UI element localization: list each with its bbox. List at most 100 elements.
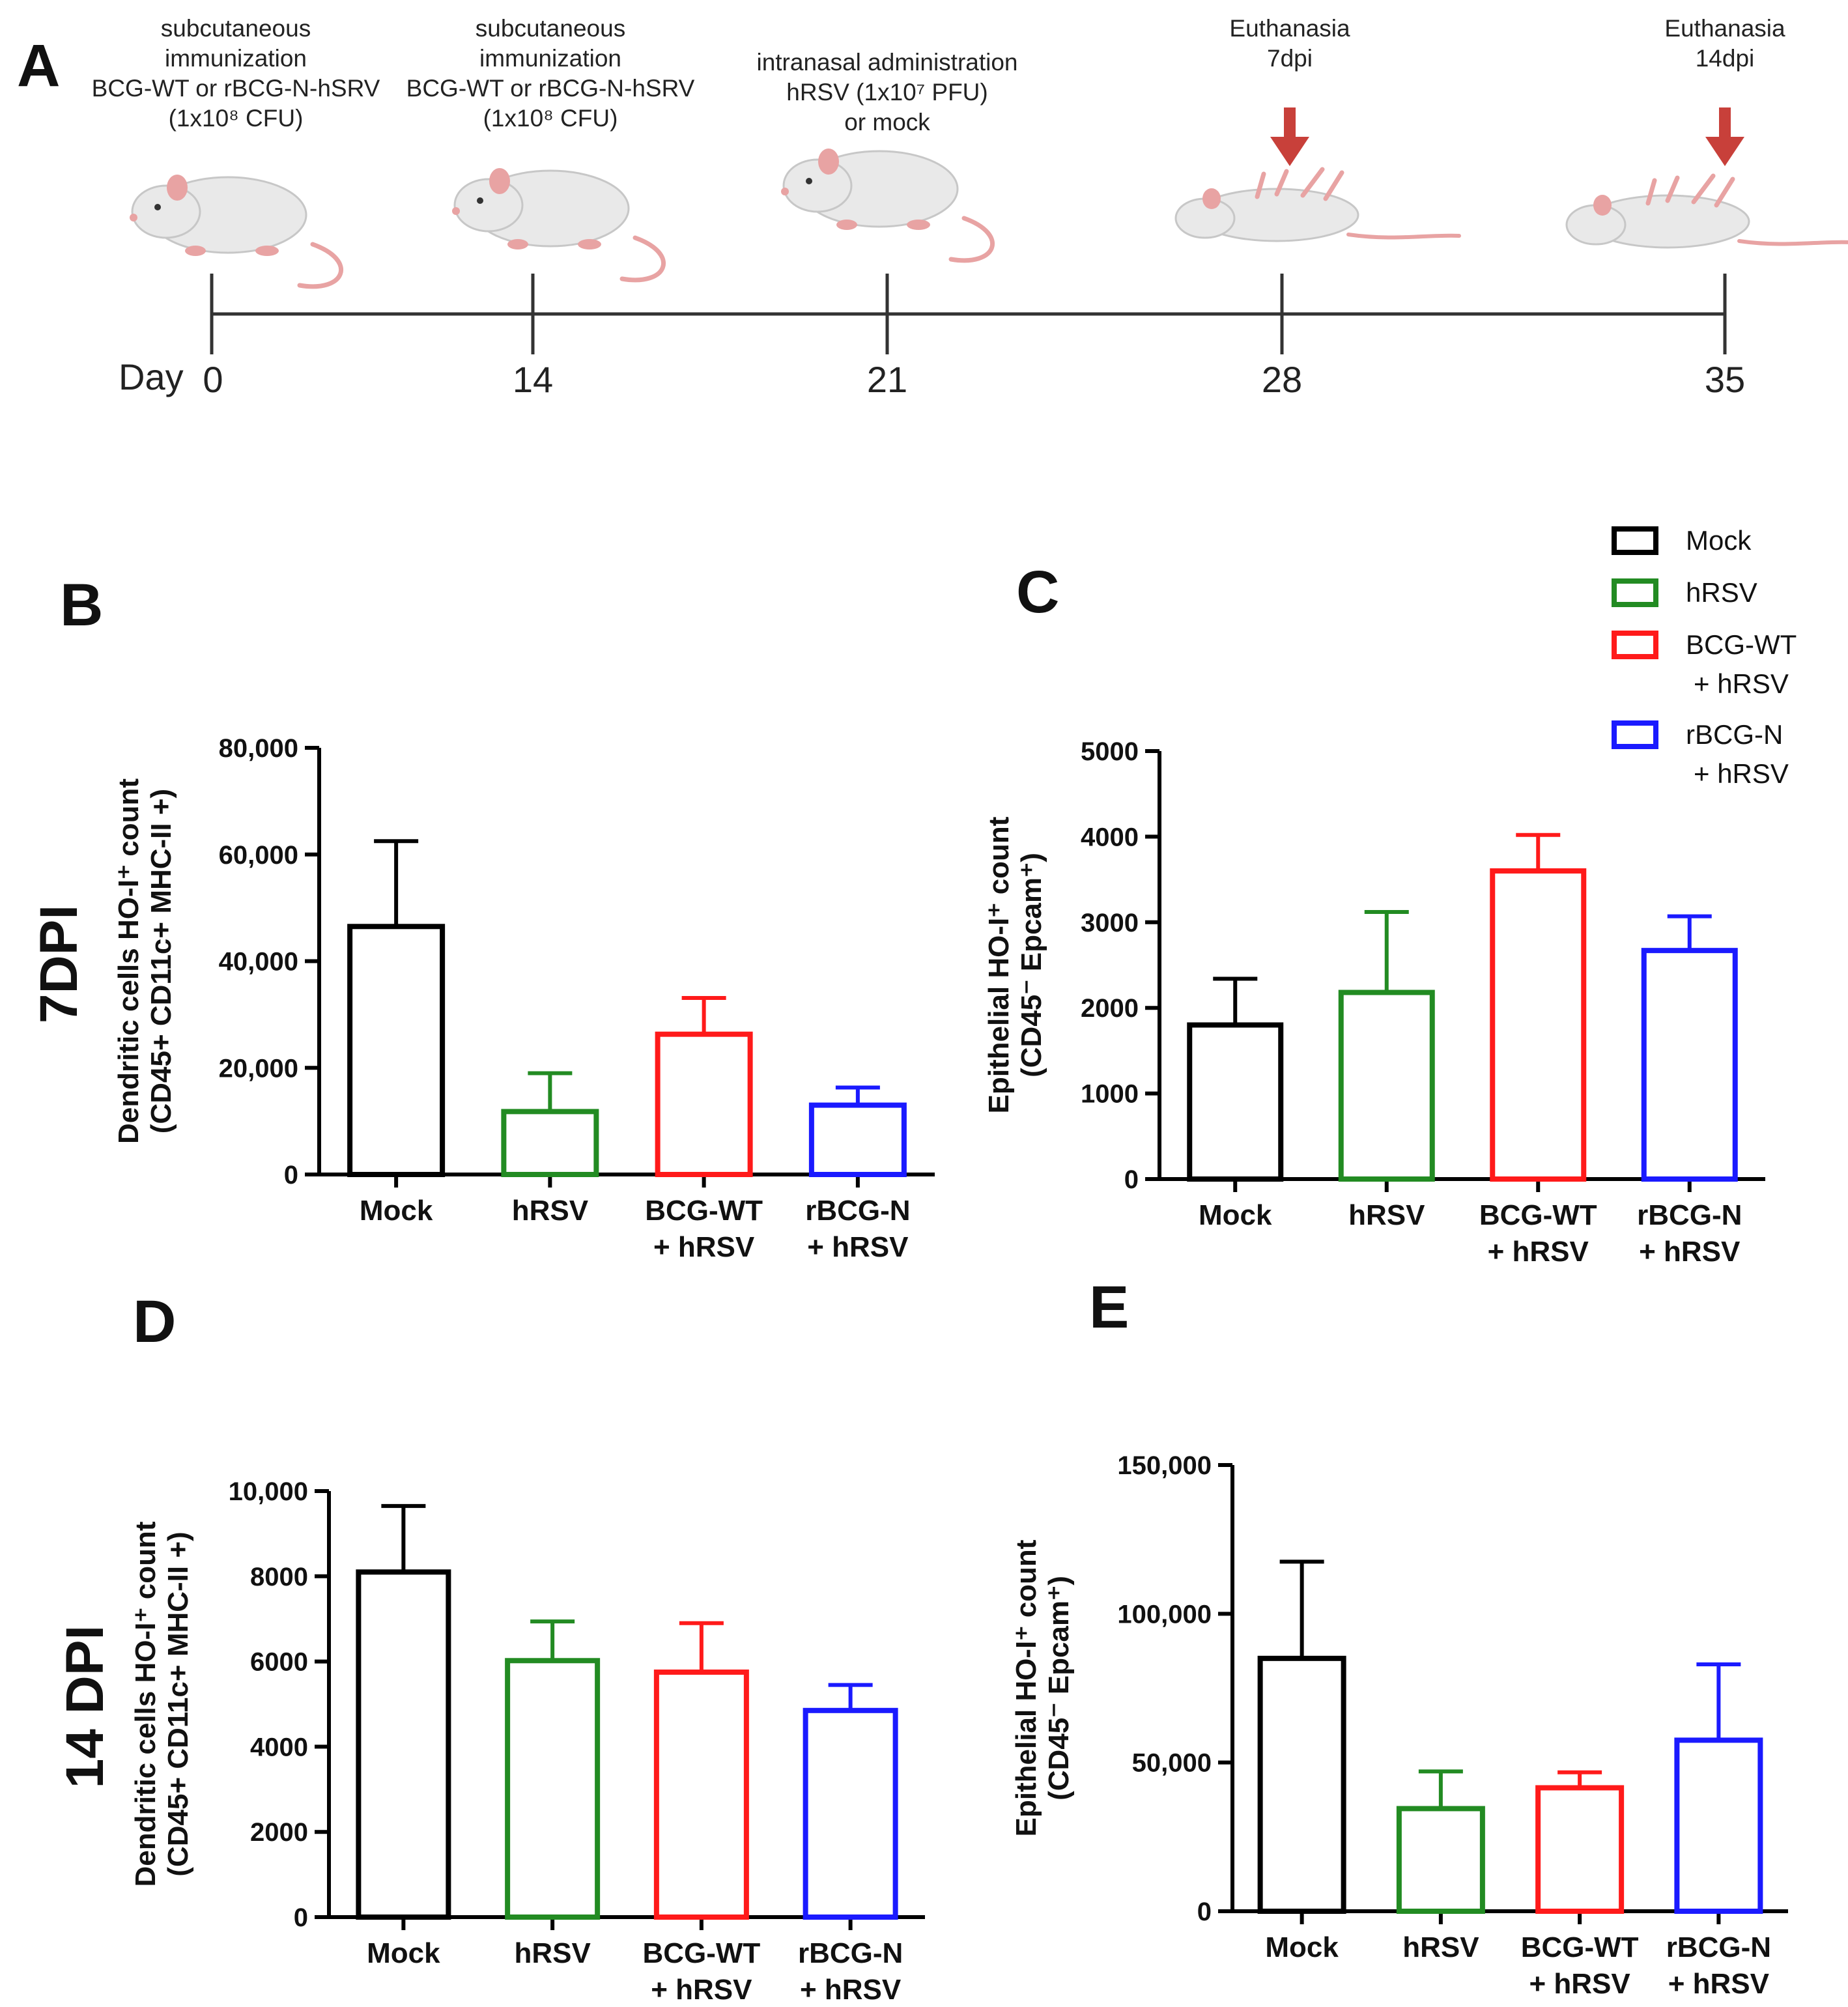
mouse-ear bbox=[167, 175, 188, 201]
mouse-ear bbox=[1593, 195, 1612, 216]
x-tick-label: Mock bbox=[367, 1937, 440, 1969]
mouse-leg bbox=[1255, 169, 1289, 199]
row-label-14dpi: 14 DPI bbox=[55, 1625, 115, 1789]
mouse-nose bbox=[130, 214, 137, 221]
legend-label: rBCG-N bbox=[1686, 719, 1783, 750]
y-axis-label: Dendritic cells HO-I⁺ count (CD45+ CD11c+… bbox=[130, 1521, 194, 1886]
arrow-down-icon bbox=[1284, 107, 1296, 140]
timeline-event-text: (1x10⁸ CFU) bbox=[483, 105, 618, 132]
x-tick-label: hRSV bbox=[512, 1195, 589, 1227]
x-tick-label: Mock bbox=[360, 1195, 433, 1227]
mouse-leg bbox=[1645, 175, 1680, 206]
timeline-event-text: 14dpi bbox=[1696, 45, 1755, 72]
legend-label: + hRSV bbox=[1694, 668, 1789, 699]
timeline-event-text: hRSV (1x10⁷ PFU) bbox=[786, 79, 988, 106]
mouse-head bbox=[782, 158, 853, 213]
x-tick-label: BCG-WT bbox=[642, 1937, 760, 1969]
x-tick-label: + hRSV bbox=[1668, 1968, 1770, 2000]
mouse-nose bbox=[781, 188, 789, 195]
mouse-paw bbox=[507, 239, 528, 249]
mouse-0 bbox=[130, 175, 343, 289]
x-tick-label: rBCG-N bbox=[805, 1195, 910, 1227]
legend-label: BCG-WT bbox=[1686, 629, 1797, 660]
timeline-day-35: 35 bbox=[1705, 359, 1745, 400]
timeline-event-text: immunization bbox=[165, 45, 307, 72]
chart-panel-e: 0 50,000 100,000 150,000 Epithelial HO-I⁺ co… bbox=[1010, 1451, 1788, 2000]
y-tick-label: 50,000 bbox=[1132, 1749, 1212, 1778]
mouse-ear bbox=[489, 168, 510, 194]
y-axis-label-line: Epithelial HO-I⁺ count bbox=[983, 816, 1015, 1113]
y-tick-label: 60,000 bbox=[219, 841, 298, 870]
timeline-event-text: subcutaneous bbox=[161, 15, 311, 42]
mouse-eye bbox=[154, 204, 161, 210]
timeline-day-21: 21 bbox=[867, 359, 907, 400]
mouse-28 bbox=[1174, 167, 1461, 242]
x-tick-label: + hRSV bbox=[1529, 1968, 1630, 2000]
x-tick-label: + hRSV bbox=[1639, 1236, 1741, 1268]
mouse-21 bbox=[781, 149, 995, 263]
timeline-day-14: 14 bbox=[513, 359, 553, 400]
bar bbox=[1641, 948, 1738, 1182]
y-tick-label: 40,000 bbox=[219, 948, 298, 976]
x-tick-label: rBCG-N bbox=[1637, 1199, 1742, 1231]
timeline-event-text: subcutaneous bbox=[476, 15, 625, 42]
bar bbox=[1257, 1655, 1346, 1914]
y-tick-label: 8000 bbox=[250, 1563, 308, 1591]
legend-swatch bbox=[1612, 720, 1658, 749]
timeline-event-text: intranasal administration bbox=[756, 49, 1017, 76]
timeline-event-text: or mock bbox=[844, 109, 930, 135]
legend-label: Mock bbox=[1686, 525, 1752, 556]
y-axis-label-line: Dendritic cells HO-I⁺ count bbox=[113, 778, 145, 1144]
y-axis-label-line: Epithelial HO-I⁺ count bbox=[1010, 1539, 1042, 1836]
x-tick-label: hRSV bbox=[1402, 1931, 1479, 1963]
x-tick-label: BCG-WT bbox=[1479, 1199, 1597, 1231]
bar bbox=[808, 1102, 907, 1177]
bar bbox=[655, 1031, 753, 1177]
y-tick-label: 1000 bbox=[1081, 1080, 1139, 1109]
y-tick-label: 5000 bbox=[1081, 737, 1139, 766]
y-tick-label: 10,000 bbox=[229, 1477, 308, 1506]
mouse-paw bbox=[185, 246, 206, 256]
mouse-paw bbox=[907, 220, 930, 230]
y-tick-label: 0 bbox=[294, 1903, 308, 1932]
y-tick-label: 80,000 bbox=[219, 734, 298, 763]
y-tick-label: 4000 bbox=[250, 1733, 308, 1761]
row-label-7dpi: 7DPI bbox=[29, 905, 89, 1023]
x-tick-label: hRSV bbox=[1348, 1199, 1425, 1231]
mouse-tail bbox=[297, 242, 343, 289]
bar bbox=[1674, 1737, 1763, 1914]
y-tick-label: 6000 bbox=[250, 1648, 308, 1677]
y-axis-label-line: (CD45+ CD11c+ MHC-II +) bbox=[162, 1531, 194, 1876]
y-tick-label: 0 bbox=[1124, 1165, 1139, 1194]
mouse-leg bbox=[1691, 173, 1735, 208]
timeline-event-text: immunization bbox=[479, 45, 621, 72]
y-axis-label-line: Dendritic cells HO-I⁺ count bbox=[130, 1521, 162, 1886]
bar bbox=[1535, 1785, 1625, 1914]
mouse-paw bbox=[836, 220, 857, 230]
timeline-day-label: Day bbox=[119, 356, 184, 397]
y-tick-label: 4000 bbox=[1081, 823, 1139, 851]
panel-letter-c: C bbox=[1016, 559, 1059, 625]
arrow-down-icon bbox=[1705, 137, 1744, 166]
panel-letter-b: B bbox=[60, 572, 103, 638]
timeline-day-0: 0 bbox=[203, 359, 223, 400]
mouse-head bbox=[131, 184, 201, 239]
mouse-14 bbox=[452, 168, 666, 283]
arrow-down-icon bbox=[1270, 137, 1309, 166]
mouse-tail bbox=[1346, 233, 1461, 240]
bar bbox=[803, 1707, 898, 1920]
bar bbox=[1396, 1806, 1485, 1914]
y-axis-label-line: (CD45⁻ Epcam⁺) bbox=[1016, 853, 1047, 1077]
timeline: Day 0 14 21 28 35 subcutaneous immunization BCG-… bbox=[92, 15, 1848, 400]
mouse-paw bbox=[255, 246, 279, 256]
mouse-head bbox=[453, 178, 524, 233]
panel-letter-d: D bbox=[133, 1288, 176, 1355]
mouse-ear bbox=[1202, 188, 1221, 209]
arrow-down-icon bbox=[1719, 107, 1731, 140]
bar bbox=[501, 1109, 599, 1177]
y-axis-label: Dendritic cells HO-I⁺ count (CD45+ CD11c+… bbox=[113, 778, 177, 1144]
y-tick-label: 3000 bbox=[1081, 909, 1139, 937]
y-tick-label: 0 bbox=[1197, 1898, 1212, 1926]
chart-panel-b: 0 20,000 40,000 60,000 80,000 Dendritic cells… bbox=[113, 734, 935, 1263]
